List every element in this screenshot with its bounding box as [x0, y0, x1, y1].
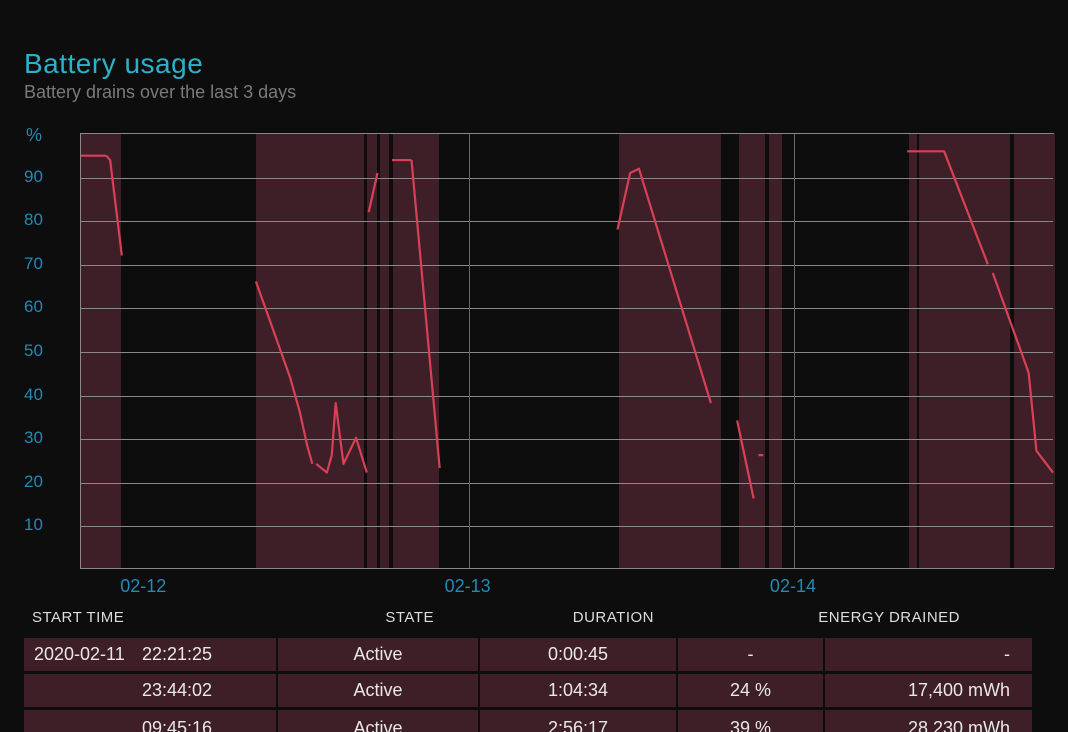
page-title: Battery usage — [24, 48, 1044, 80]
cell-duration: 1:04:34 — [480, 674, 676, 707]
chart-plot-area — [80, 133, 1054, 569]
col-start-time: START TIME — [24, 603, 276, 632]
cell-energy: - — [825, 638, 1032, 671]
col-state: STATE — [278, 603, 478, 632]
cell-state: Active — [278, 638, 478, 671]
y-tick: 50 — [24, 341, 43, 361]
x-tick: 02-12 — [120, 576, 166, 597]
col-energy: ENERGY DRAINED — [678, 603, 1030, 632]
cell-state: Active — [278, 710, 478, 732]
y-tick: 70 — [24, 254, 43, 274]
cell-duration: 2:56:17 — [480, 710, 676, 732]
y-tick: 10 — [24, 515, 43, 535]
cell-pct: 24 % — [678, 674, 823, 707]
cell-start-time: 23:44:02 — [24, 674, 276, 707]
page-subtitle: Battery drains over the last 3 days — [24, 82, 1044, 103]
cell-start-time: 2020-02-1122:21:25 — [24, 638, 276, 671]
table-header: START TIME STATE DURATION ENERGY DRAINED — [24, 599, 1044, 638]
y-tick: 80 — [24, 210, 43, 230]
y-tick: 90 — [24, 167, 43, 187]
usage-table: START TIME STATE DURATION ENERGY DRAINED… — [24, 599, 1044, 732]
col-duration: DURATION — [480, 603, 676, 632]
cell-pct: 39 % — [678, 710, 823, 732]
table-row: 09:45:16Active2:56:1739 %28,230 mWh — [24, 710, 1044, 732]
x-tick: 02-13 — [445, 576, 491, 597]
cell-energy: 28,230 mWh — [825, 710, 1032, 732]
y-axis-unit: % — [26, 125, 42, 146]
cell-energy: 17,400 mWh — [825, 674, 1032, 707]
cell-duration: 0:00:45 — [480, 638, 676, 671]
cell-pct: - — [678, 638, 823, 671]
y-tick: 60 — [24, 297, 43, 317]
y-tick: 20 — [24, 472, 43, 492]
battery-chart: % 102030405060708090 02-1202-1302-14 — [24, 121, 1044, 591]
table-row: 23:44:02Active1:04:3424 %17,400 mWh — [24, 674, 1044, 707]
cell-start-time: 09:45:16 — [24, 710, 276, 732]
y-tick: 30 — [24, 428, 43, 448]
cell-state: Active — [278, 674, 478, 707]
x-tick: 02-14 — [770, 576, 816, 597]
y-tick: 40 — [24, 385, 43, 405]
table-row: 2020-02-1122:21:25Active0:00:45-- — [24, 638, 1044, 671]
